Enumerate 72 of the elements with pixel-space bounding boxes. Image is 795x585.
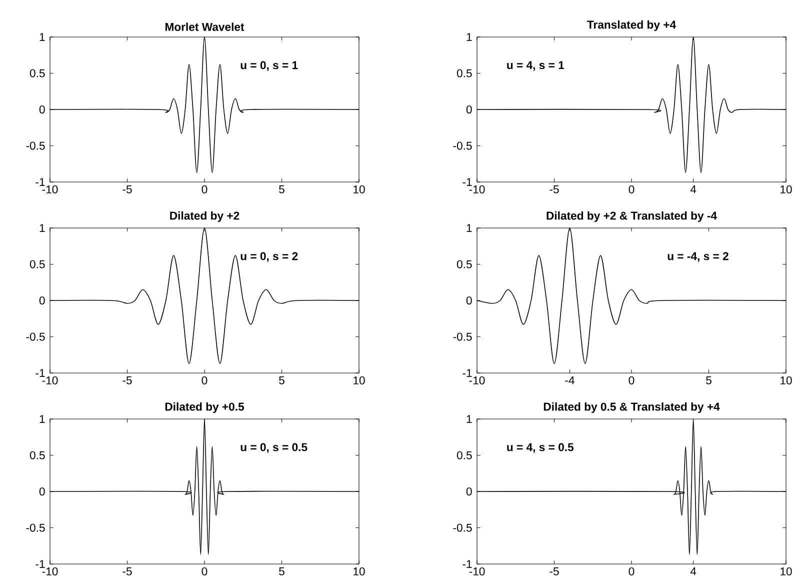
x-tick-label: -10 [469, 376, 485, 384]
x-tick-label: 10 [780, 185, 792, 194]
y-tick-label: -0.5 [26, 524, 45, 532]
x-tick-label: 0 [202, 567, 208, 576]
y-tick-label: 0 [39, 105, 45, 114]
chart-title: Morlet Wavelet [165, 22, 244, 31]
y-tick-label: 0.5 [456, 260, 472, 268]
x-tick-label: -5 [550, 567, 559, 576]
annotation: u = 0, s = 0.5 [240, 443, 308, 453]
x-tick-label: -10 [42, 185, 58, 194]
x-tick-label: 5 [279, 376, 284, 384]
x-tick-label: 10 [354, 376, 365, 384]
y-tick-label: -0.5 [26, 332, 45, 341]
x-tick-label: -5 [550, 185, 559, 194]
y-tick-label: 0 [466, 105, 472, 114]
y-tick-label: -0.5 [453, 524, 472, 532]
y-tick-label: 0.5 [30, 260, 45, 268]
y-tick-label: 0.5 [30, 451, 45, 460]
y-tick-label: 0.5 [456, 69, 472, 78]
x-tick-label: -4 [565, 376, 574, 384]
y-tick-label: -1 [462, 369, 472, 377]
x-tick-label: 5 [279, 567, 284, 576]
y-tick-label: -1 [36, 560, 45, 568]
y-tick-label: 0.5 [30, 69, 45, 78]
annotation: u = 4, s = 1 [507, 61, 564, 71]
annotation: u = 4, s = 0.5 [507, 443, 574, 453]
y-tick-label: 1 [40, 224, 45, 232]
annotation: u = -4, s = 2 [668, 252, 728, 262]
x-tick-label: 4 [690, 185, 696, 194]
y-tick-label: -0.5 [26, 142, 45, 150]
y-tick-label: 1 [466, 33, 472, 41]
y-tick-label: 1 [40, 33, 45, 41]
x-tick-label: 0 [202, 376, 208, 384]
x-tick-label: 10 [354, 185, 365, 194]
y-tick-label: -0.5 [453, 332, 472, 341]
x-tick-label: -10 [42, 376, 58, 384]
y-tick-label: 0 [466, 296, 472, 304]
x-tick-label: -5 [122, 185, 132, 194]
chart-title: Dilated by +0.5 [165, 402, 244, 413]
y-tick-label: 0 [466, 487, 472, 496]
x-tick-label: 10 [354, 567, 365, 576]
x-tick-label: -10 [42, 567, 58, 576]
annotation: u = 0, s = 1 [240, 61, 298, 71]
x-tick-label: 0 [628, 185, 634, 194]
x-tick-label: -5 [122, 376, 132, 384]
y-tick-label: -1 [36, 178, 45, 186]
chart-title: Dilated by 0.5 & Translated by +4 [544, 402, 720, 413]
y-tick-label: 0 [39, 296, 45, 304]
x-tick-label: 0 [628, 376, 634, 384]
x-tick-label: -10 [469, 185, 485, 194]
chart-title: Dilated by +2 [170, 211, 240, 222]
y-tick-label: 1 [466, 415, 472, 423]
x-tick-label: 0 [628, 567, 634, 576]
x-tick-label: -5 [122, 567, 132, 576]
x-tick-label: 10 [780, 567, 792, 576]
x-tick-label: 0 [202, 185, 208, 194]
y-tick-label: 1 [40, 415, 45, 423]
x-tick-label: 4 [690, 567, 696, 576]
x-tick-label: 5 [279, 185, 284, 194]
x-tick-label: 5 [706, 376, 712, 384]
chart-title: Dilated by +2 & Translated by -4 [546, 211, 717, 222]
annotation: u = 0, s = 2 [240, 252, 298, 262]
y-tick-label: 0 [39, 487, 45, 496]
x-tick-label: -10 [469, 567, 485, 576]
y-tick-label: -1 [462, 560, 472, 568]
y-tick-label: -0.5 [453, 142, 472, 150]
y-tick-label: -1 [462, 178, 472, 186]
y-tick-label: 1 [466, 224, 472, 232]
x-tick-label: 10 [780, 376, 792, 384]
y-tick-label: -1 [36, 369, 45, 377]
chart-title: Translated by +4 [587, 20, 676, 31]
y-tick-label: 0.5 [456, 451, 472, 460]
